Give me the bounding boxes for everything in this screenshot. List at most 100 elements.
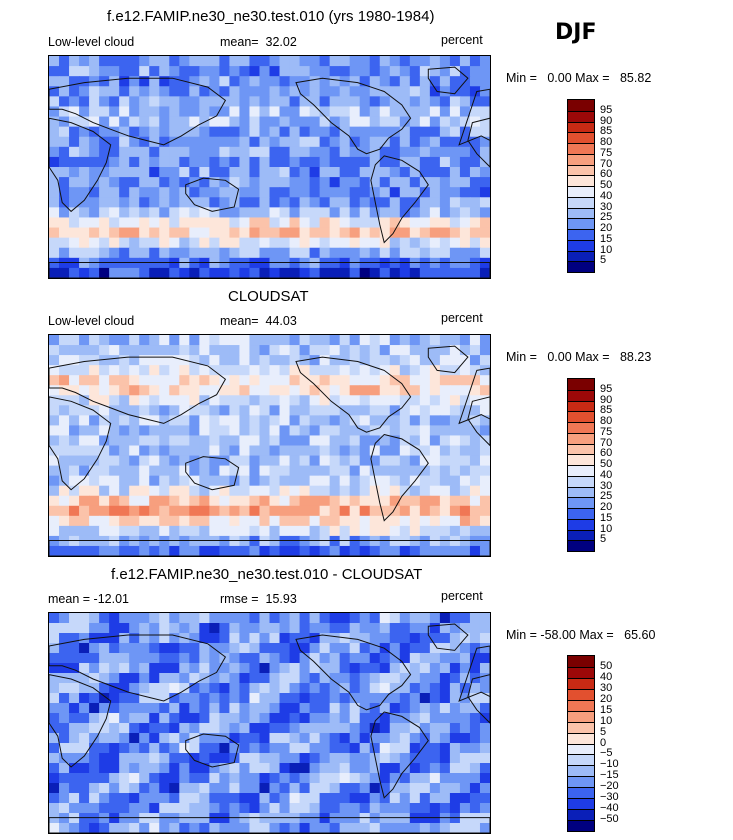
field-cell xyxy=(469,177,481,188)
field-cell xyxy=(139,136,150,148)
field-cell xyxy=(269,345,281,356)
field-cell xyxy=(409,813,421,824)
field-cell xyxy=(249,763,261,774)
field-cell xyxy=(469,545,481,556)
field-cell xyxy=(289,247,301,259)
field-cell xyxy=(79,733,90,744)
field-cell xyxy=(219,267,231,278)
field-cell xyxy=(479,76,490,87)
field-cell xyxy=(149,495,160,507)
field-cell xyxy=(169,247,180,259)
field-cell xyxy=(79,146,90,158)
field-cell xyxy=(349,515,361,527)
field-cell xyxy=(349,703,361,714)
field-cell xyxy=(289,713,301,724)
field-cell xyxy=(429,237,441,249)
field-cell xyxy=(349,435,361,447)
field-cell xyxy=(379,126,391,138)
field-cell xyxy=(49,535,60,547)
field-cell xyxy=(319,435,331,447)
field-cell xyxy=(349,495,361,507)
field-cell xyxy=(429,713,441,724)
field-cell xyxy=(169,267,180,278)
field-cell xyxy=(139,247,150,259)
field-cell xyxy=(219,505,231,517)
field-cell xyxy=(129,177,140,188)
field-cell xyxy=(239,395,251,406)
field-cell xyxy=(319,743,331,754)
field-cell xyxy=(459,613,471,624)
field-cell xyxy=(149,803,160,814)
field-cell xyxy=(359,633,371,644)
field-cell xyxy=(89,465,100,477)
field-cell xyxy=(149,485,160,497)
colorbar-tick-label: −20 xyxy=(600,780,619,793)
field-cell xyxy=(459,207,471,219)
field-cell xyxy=(129,106,140,118)
field-cell xyxy=(339,126,351,138)
field-cell xyxy=(279,803,291,814)
field-cell xyxy=(119,167,130,178)
field-cell xyxy=(199,156,210,168)
field-cell xyxy=(189,355,200,366)
field-cell xyxy=(49,643,60,654)
field-cell xyxy=(99,96,110,108)
field-cell xyxy=(419,455,431,467)
field-cell xyxy=(109,335,120,346)
field-cell xyxy=(419,66,431,77)
field-cell xyxy=(249,773,261,784)
field-cell xyxy=(399,623,411,634)
field-cell xyxy=(279,395,291,406)
field-cell xyxy=(479,395,490,406)
field-cell xyxy=(199,405,210,416)
field-cell xyxy=(269,485,281,497)
field-cell xyxy=(219,207,231,219)
field-cell xyxy=(89,56,100,67)
field-cell xyxy=(429,505,441,517)
field-cell xyxy=(139,485,150,497)
field-cell xyxy=(389,405,401,416)
field-cell xyxy=(49,156,60,168)
field-cell xyxy=(349,247,361,259)
field-cell xyxy=(319,465,331,477)
field-cell xyxy=(49,167,60,178)
colorbar-swatch xyxy=(568,153,594,165)
field-cell xyxy=(399,96,411,108)
field-cell xyxy=(259,535,271,547)
field-cell xyxy=(79,177,90,188)
field-cell xyxy=(289,257,301,269)
field-cell xyxy=(179,405,190,416)
field-cell xyxy=(239,683,251,694)
field-cell xyxy=(419,156,431,168)
field-cell xyxy=(189,126,200,138)
field-cell xyxy=(299,156,311,168)
field-cell xyxy=(409,56,421,67)
field-cell xyxy=(319,86,331,97)
field-cell xyxy=(109,267,120,278)
field-cell xyxy=(299,653,311,664)
field-cell xyxy=(269,136,281,148)
field-cell xyxy=(199,743,210,754)
field-cell xyxy=(359,86,371,97)
field-cell xyxy=(189,405,200,416)
field-cell xyxy=(449,703,461,714)
colorbar-swatch xyxy=(568,186,594,197)
field-cell xyxy=(139,525,150,537)
field-cell xyxy=(129,623,140,634)
field-cell xyxy=(339,465,351,477)
field-cell xyxy=(419,613,431,624)
field-cell xyxy=(119,495,130,507)
field-cell xyxy=(169,227,180,239)
field-cell xyxy=(389,76,401,87)
field-cell xyxy=(219,126,231,138)
field-cell xyxy=(99,76,110,87)
field-cell xyxy=(359,485,371,497)
field-cell xyxy=(189,673,200,684)
field-cell xyxy=(219,385,231,396)
field-cell xyxy=(429,813,441,824)
field-cell xyxy=(349,375,361,386)
field-cell xyxy=(209,106,220,118)
field-cell xyxy=(69,683,80,694)
field-cell xyxy=(249,623,261,634)
field-cell xyxy=(309,395,321,406)
